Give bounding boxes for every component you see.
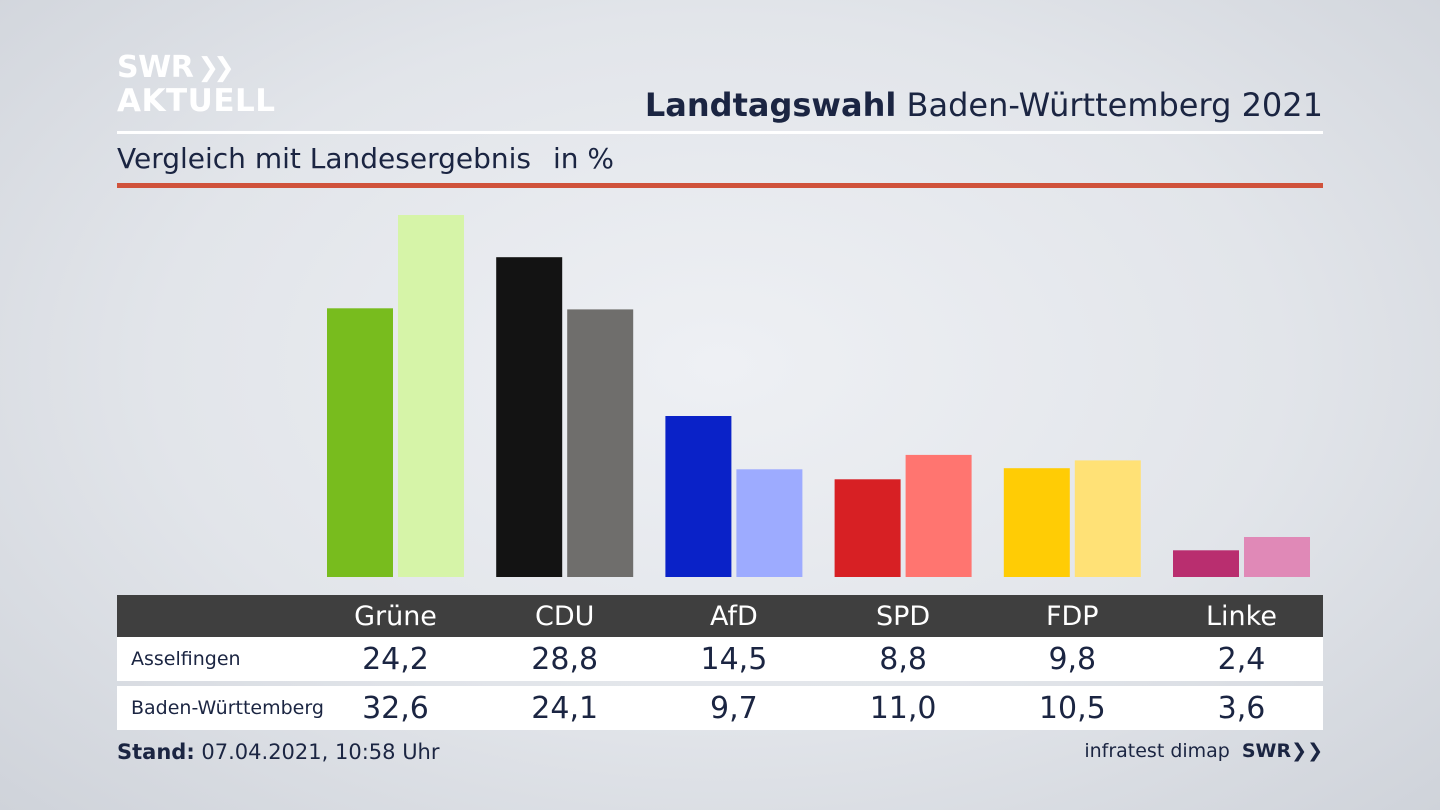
value-cell: 32,6 (362, 690, 429, 726)
bar-linke-state (1244, 537, 1310, 577)
subtitle-text: Vergleich mit Landesergebnis (117, 142, 531, 175)
value-cell: 14,5 (700, 641, 768, 677)
title-rest: Baden-Württemberg 2021 (906, 86, 1324, 124)
bar-grne-local (327, 308, 393, 577)
column-header: CDU (534, 600, 595, 632)
page-title: Landtagswahl Baden-Württemberg 2021 (645, 86, 1323, 124)
logo-line1: SWR (117, 50, 194, 85)
value-cell: 24,1 (531, 690, 599, 726)
chevron-right-icon: ❯❯ (1291, 740, 1323, 762)
source-credit: infratest dimap SWR❯❯ (1084, 740, 1323, 762)
logo-line2: AKTUELL (117, 83, 276, 119)
bar-afd-state (736, 469, 803, 577)
column-header: Linke (1206, 600, 1277, 632)
unit-label: in % (552, 142, 615, 175)
value-cell: 28,8 (531, 641, 599, 677)
table-row-asselfingen: Asselfingen 24,2 28,8 14,5 8,8 9,8 2,4 (117, 637, 1323, 681)
value-cell: 2,4 (1217, 641, 1266, 677)
subtitle-divider (117, 183, 1323, 188)
bar-spd-local (834, 479, 901, 577)
bar-fdp-state (1074, 460, 1141, 577)
bar-afd-local (665, 416, 732, 577)
column-header: FDP (1045, 600, 1099, 632)
stand-value: 07.04.2021, 10:58 Uhr (201, 740, 440, 764)
results-table: Grüne CDU AfD SPD FDP Linke Asselfingen 24,2 2… (117, 595, 1323, 730)
table-row-baden-wuerttemberg: Baden-Württemberg 32,6 24,1 9,7 11,0 10,5 3,6 (117, 686, 1323, 730)
bar-spd-state (905, 454, 972, 577)
chevron-right-icon: ❯❯ (197, 53, 234, 83)
stand-label: Stand: (117, 740, 195, 764)
value-cell: 9,8 (1048, 641, 1097, 677)
bar-grne-state (398, 215, 464, 577)
row-label: Baden-Württemberg (131, 697, 324, 719)
source-label: infratest dimap (1084, 740, 1230, 762)
value-cell: 11,0 (869, 690, 937, 726)
chart-subtitle: Vergleich mit Landesergebnis in % (117, 142, 614, 175)
value-cell: 24,2 (362, 641, 429, 677)
swr-aktuell-logo: SWR ❯❯ AKTUELL (117, 53, 276, 117)
title-bold: Landtagswahl (644, 86, 897, 124)
row-label: Asselfingen (131, 648, 241, 670)
value-cell: 10,5 (1038, 690, 1106, 726)
value-cell: 3,6 (1217, 690, 1266, 726)
title-divider (117, 131, 1323, 134)
column-header: AfD (709, 600, 758, 632)
swr-brand: SWR❯❯ (1242, 740, 1323, 762)
timestamp: Stand: 07.04.2021, 10:58 Uhr (117, 740, 440, 764)
bar-fdp-local (1003, 468, 1070, 577)
bar-cdu-local (496, 257, 563, 577)
column-header: Grüne (354, 600, 437, 632)
bar-linke-local (1173, 550, 1239, 577)
brand-text: SWR (1241, 740, 1292, 762)
value-cell: 9,7 (710, 690, 758, 726)
bar-cdu-state (567, 309, 634, 577)
column-header: SPD (875, 600, 931, 632)
table-header: Grüne CDU AfD SPD FDP Linke (117, 595, 1323, 637)
value-cell: 8,8 (879, 641, 927, 677)
